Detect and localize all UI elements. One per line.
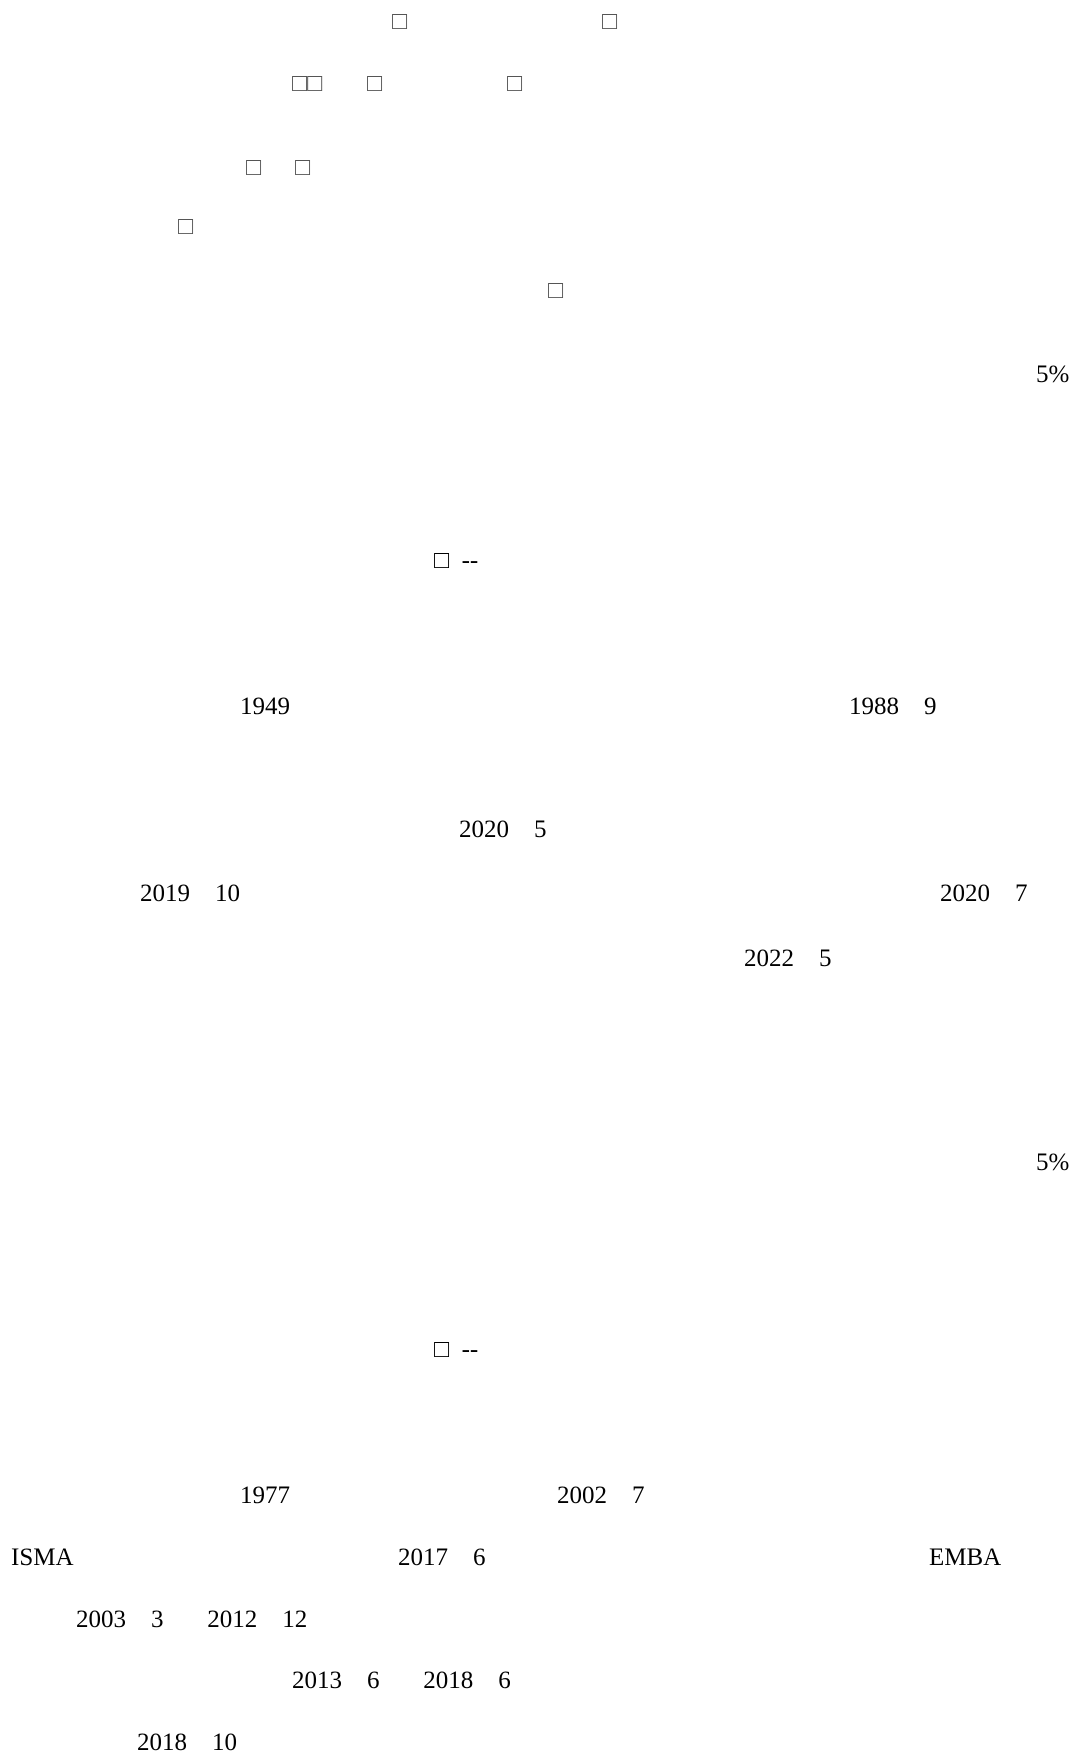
text: 2003 3 2012 12 (76, 1606, 308, 1633)
text: 2020 7 (940, 880, 1028, 907)
glyph: □ (548, 277, 564, 304)
text: □ -- (434, 547, 479, 574)
text: 1988 9 (849, 693, 937, 720)
text: 1977 (240, 1482, 290, 1509)
text: 1949 (240, 693, 290, 720)
text: 2020 5 (459, 816, 547, 843)
text: 2002 7 (557, 1482, 645, 1509)
text: ISMA (11, 1544, 74, 1571)
text: 2022 5 (744, 945, 832, 972)
text: EMBA (929, 1544, 1002, 1571)
text: □ -- (434, 1336, 479, 1363)
glyph: □ (507, 70, 523, 97)
text: 2018 10 (137, 1729, 237, 1756)
text: 2017 6 (398, 1544, 486, 1571)
glyph: □□ (292, 70, 323, 97)
glyph: □ (295, 154, 311, 181)
text: 2019 10 (140, 880, 240, 907)
glyph: □ (246, 154, 262, 181)
glyph: □ (602, 8, 618, 35)
glyph: □ (367, 70, 383, 97)
glyph: □ (178, 213, 194, 240)
text: 5% (1036, 361, 1070, 388)
text: 5% (1036, 1149, 1070, 1176)
glyph: □ (392, 8, 408, 35)
text: 2013 6 2018 6 (292, 1667, 511, 1694)
